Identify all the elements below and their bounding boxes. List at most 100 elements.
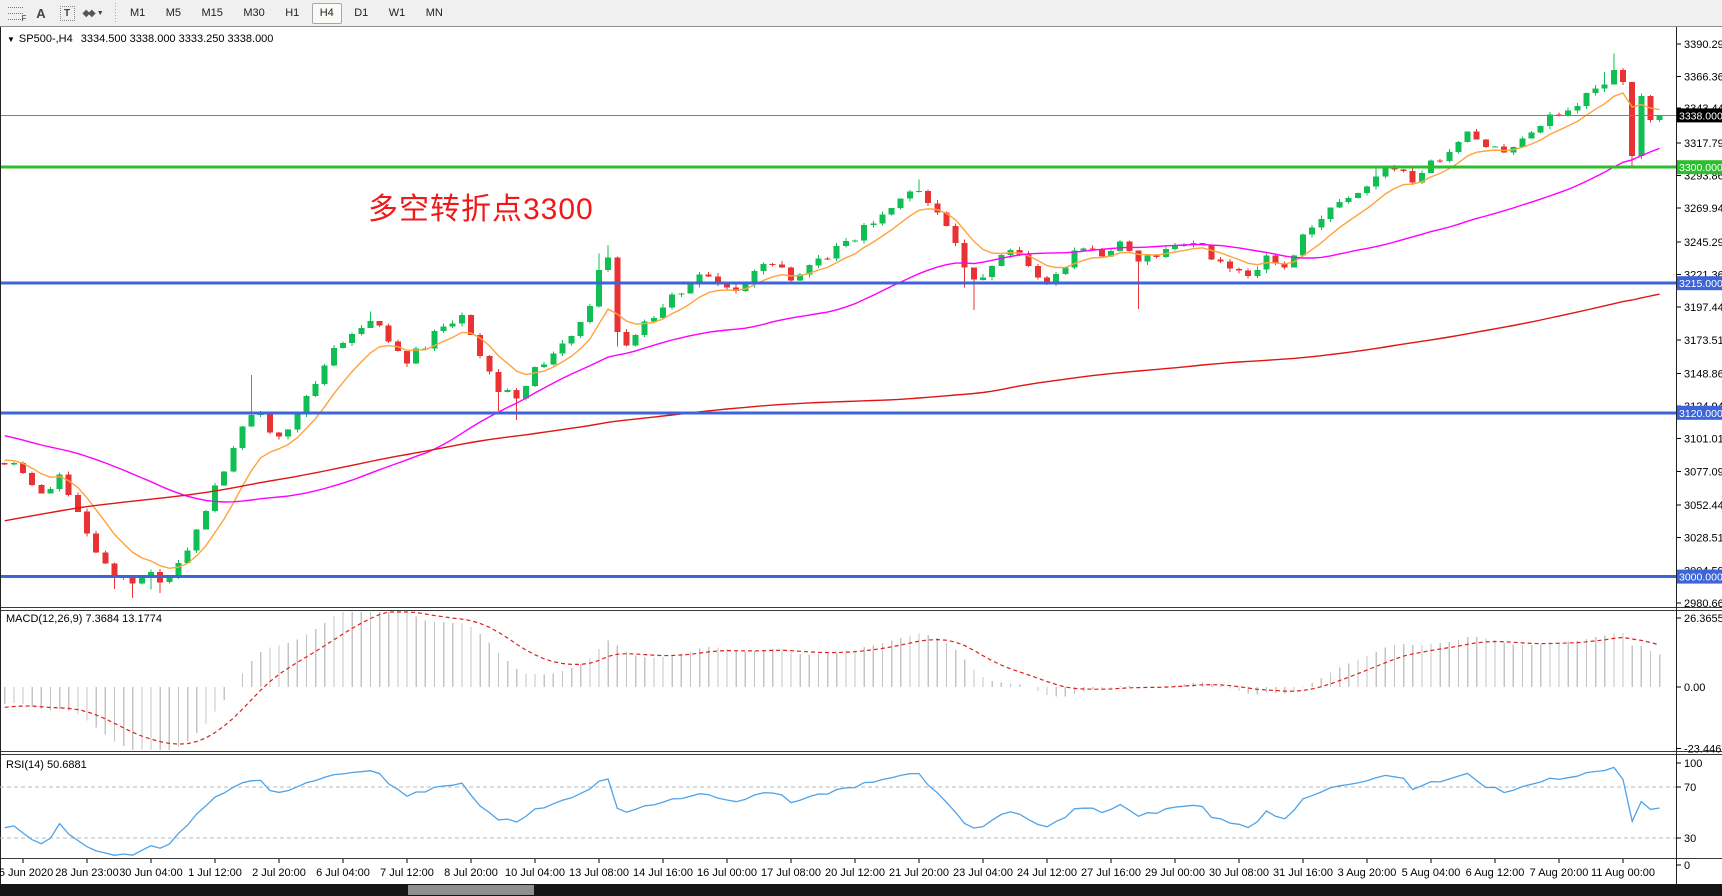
ma-slow-line [4, 293, 1660, 522]
candle-body [65, 474, 72, 495]
ma-mid-line [4, 147, 1660, 503]
candle-body [934, 203, 941, 213]
candle-body [522, 385, 529, 399]
candle-body [440, 326, 447, 332]
time-axis-label: 27 Jul 16:00 [1081, 867, 1141, 879]
candle-body [559, 343, 566, 354]
candle-body [138, 577, 145, 584]
candle-body [212, 485, 218, 511]
candle-body [193, 529, 200, 551]
candle-body [1034, 265, 1041, 278]
candle-body [1025, 254, 1032, 266]
time-axis-label: 1 Jul 12:00 [188, 867, 242, 879]
fibonacci-tool-button[interactable]: F [3, 2, 27, 24]
horizontal-scrollbar[interactable] [0, 884, 1722, 896]
candle-body [74, 494, 81, 512]
candle-body [330, 348, 337, 366]
timeframe-button-d1[interactable]: D1 [346, 3, 376, 24]
candle-body [1546, 114, 1553, 127]
candle-body [1089, 248, 1096, 250]
time-axis-label: 11 Aug 00:00 [1591, 867, 1655, 879]
candle-body [925, 190, 932, 204]
candle-body [202, 510, 209, 530]
candle-body [541, 364, 548, 368]
candle-body [952, 225, 959, 244]
scrollbar-thumb[interactable] [408, 885, 534, 895]
price-tick-label: 3148.865 [1684, 368, 1722, 380]
timeframe-buttons: M1 M5 M15 M30 H1 H4 D1 W1 MN [122, 2, 451, 24]
candle-body [678, 293, 685, 295]
candle-body [1418, 172, 1425, 183]
candle-body [989, 266, 996, 278]
rsi-tick-label: 30 [1684, 833, 1696, 845]
candle-body [20, 463, 26, 473]
macd-tick-label: -23.4467 [1684, 743, 1722, 755]
timeframe-button-m15[interactable]: M15 [193, 3, 230, 24]
candle-body [413, 348, 420, 364]
candle-body [1190, 242, 1197, 245]
timeframe-button-m1[interactable]: M1 [122, 3, 153, 24]
timeframe-button-m5[interactable]: M5 [158, 3, 189, 24]
candle-body [84, 511, 90, 534]
candle-body [1016, 249, 1023, 255]
candle-body [806, 265, 813, 275]
time-axis-label: 16 Jul 00:00 [697, 867, 757, 879]
time-axis-label: 31 Jul 16:00 [1273, 867, 1333, 879]
macd-tick-label: 0.00 [1684, 682, 1705, 694]
candle-body [1364, 186, 1370, 194]
candle-body [349, 333, 356, 343]
candle-body [175, 563, 182, 578]
candle-body [1272, 255, 1279, 264]
candle-body [376, 321, 383, 326]
candle-body [294, 414, 301, 430]
macd-signal-line [4, 611, 1660, 745]
candle-body [513, 389, 520, 399]
fibonacci-icon: F [7, 6, 27, 23]
timeframe-button-h1[interactable]: H1 [277, 3, 307, 24]
rsi-tick-label: 0 [1684, 860, 1690, 872]
candle-body [477, 334, 484, 357]
timeframe-button-m30[interactable]: M30 [235, 3, 272, 24]
candle-body [943, 212, 950, 226]
candle-body [897, 198, 904, 209]
candle-body [1437, 160, 1444, 162]
macd-panel-label: MACD(12,26,9) 7.3684 13.1774 [6, 613, 162, 625]
candle-body [906, 191, 913, 199]
price-tick-label: 3317.790 [1684, 138, 1722, 150]
price-tick-label: 3173.515 [1684, 335, 1722, 347]
text-label-icon: A [36, 5, 46, 21]
arrows-tool-button[interactable]: ◆◆ ▼ [81, 2, 105, 24]
rsi-tick-label: 70 [1684, 782, 1696, 794]
ma-fast-line [4, 92, 1660, 570]
candle-body [239, 426, 246, 448]
collapse-triangle-icon[interactable]: ▼ [7, 35, 15, 44]
candle-body [111, 563, 118, 578]
timeframe-button-h4[interactable]: H4 [311, 2, 342, 24]
price-tick-label: 3052.440 [1684, 500, 1722, 512]
candle-body [184, 550, 191, 563]
candle-body [1327, 207, 1334, 219]
candle-body [449, 323, 456, 327]
candle-body [888, 208, 895, 215]
timeframe-button-w1[interactable]: W1 [381, 3, 414, 24]
time-axis-label: 30 Jul 08:00 [1209, 867, 1269, 879]
text-label-tool-button[interactable]: A [29, 2, 53, 24]
candle-body [870, 223, 877, 225]
time-axis-label: 21 Jul 20:00 [889, 867, 949, 879]
candle-body [10, 463, 17, 465]
time-axis-label: 13 Jul 08:00 [569, 867, 629, 879]
candle-body [650, 317, 657, 322]
candle-body [1208, 244, 1215, 260]
candle-body [714, 276, 721, 284]
time-axis-label: 23 Jul 04:00 [953, 867, 1013, 879]
candle-body [833, 245, 840, 259]
candle-body [385, 325, 392, 342]
ohlc-readout: 3334.500 3338.000 3333.250 3338.000 [80, 33, 274, 45]
candle-body [660, 307, 666, 318]
price-tick-label: 3366.365 [1684, 72, 1722, 84]
timeframe-button-mn[interactable]: MN [418, 3, 451, 24]
time-axis-label: 10 Jul 04:00 [505, 867, 565, 879]
text-box-tool-button[interactable]: T [55, 2, 79, 24]
toolbar-separator [112, 3, 118, 23]
time-axis-label: 8 Jul 20:00 [444, 867, 498, 879]
